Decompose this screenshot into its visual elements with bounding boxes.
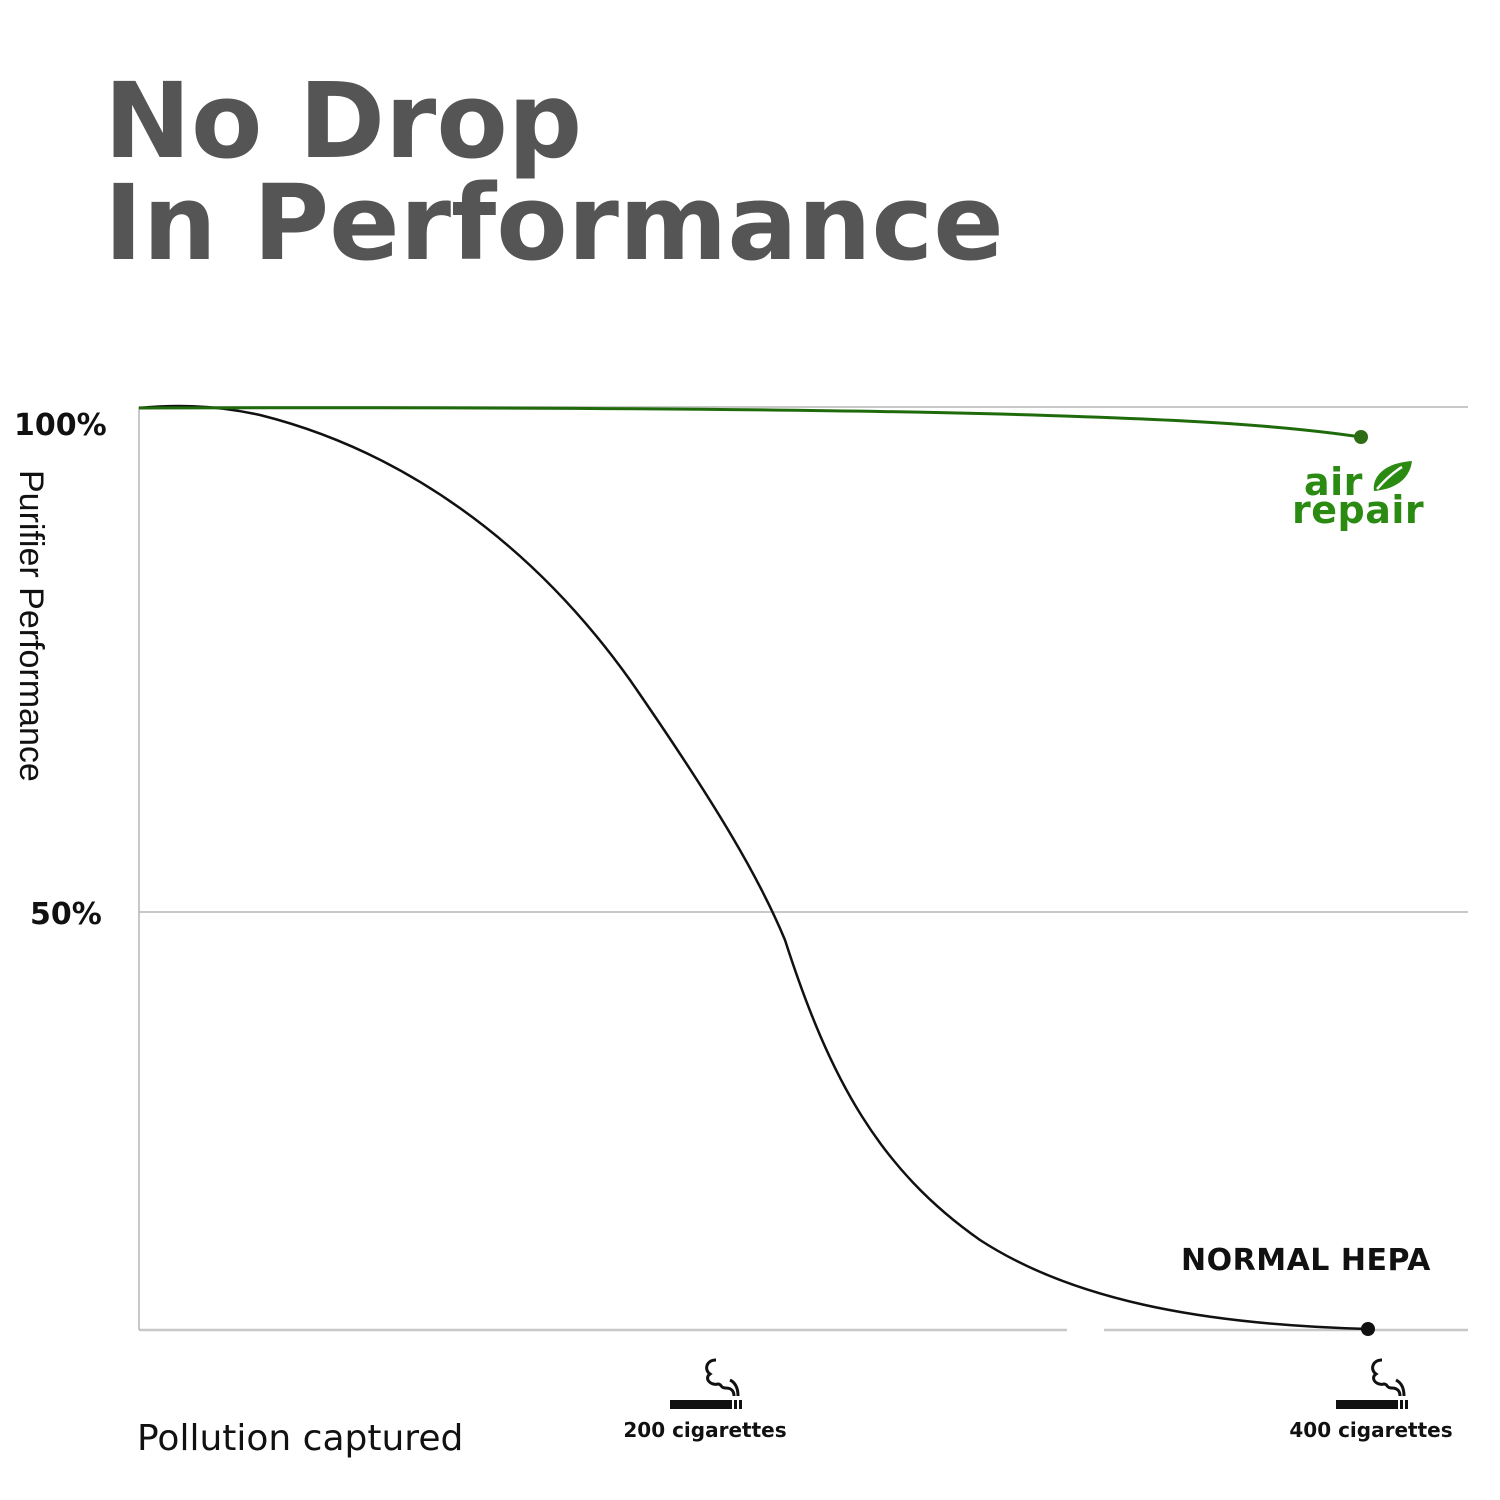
normal-hepa-label: NORMAL HEPA (1181, 1243, 1431, 1278)
x-tick-200: 200 cigarettes (595, 1356, 815, 1442)
x-tick-200-label: 200 cigarettes (623, 1418, 787, 1442)
leaf-icon (1373, 461, 1412, 491)
y-tick-100: 100% (14, 408, 107, 443)
airrepair-end-marker (1354, 430, 1368, 444)
airrepair-logo: air repair (1290, 455, 1430, 540)
title-line-1: No Drop (104, 60, 583, 182)
normal-hepa-line (138, 404, 1369, 1331)
y-axis-label: Purifier Performance (12, 470, 50, 782)
page-title: No Drop In Performance (104, 60, 1004, 284)
smoking-cigarette-icon (1336, 1358, 1408, 1409)
airrepair-line (138, 406, 1362, 439)
logo-word-air: air (1304, 460, 1363, 504)
x-tick-400: 400 cigarettes (1261, 1356, 1481, 1442)
normal-hepa-end-marker (1361, 1322, 1375, 1336)
y-tick-50: 50% (30, 897, 102, 932)
smoking-cigarette-icon (670, 1358, 742, 1409)
logo-word-repair: repair (1292, 488, 1425, 532)
x-axis-label: Pollution captured (137, 1418, 464, 1459)
title-line-2: In Performance (104, 162, 1004, 284)
x-tick-400-label: 400 cigarettes (1289, 1418, 1453, 1442)
